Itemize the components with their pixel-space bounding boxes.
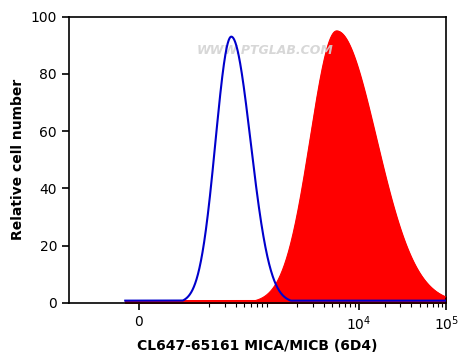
X-axis label: CL647-65161 MICA/MICB (6D4): CL647-65161 MICA/MICB (6D4) <box>137 339 378 353</box>
Text: WWW.PTGLAB.COM: WWW.PTGLAB.COM <box>196 44 334 58</box>
Y-axis label: Relative cell number: Relative cell number <box>11 79 25 240</box>
